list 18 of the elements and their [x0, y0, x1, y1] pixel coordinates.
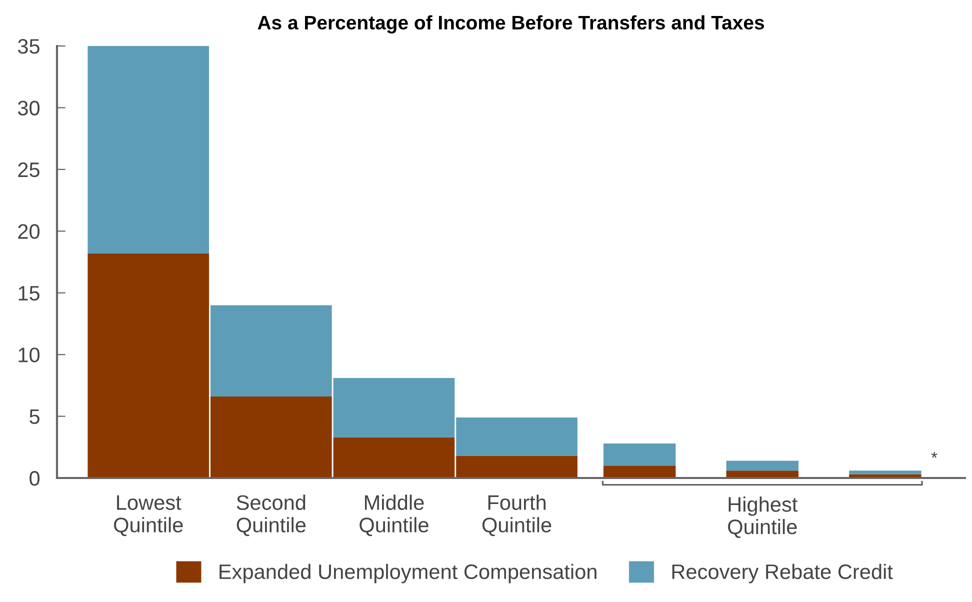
y-tick-label: 30	[18, 100, 40, 116]
bar	[88, 46, 210, 254]
x-tick-label: Fourth Quintile	[482, 494, 552, 536]
text: Highest Quintile	[728, 496, 798, 538]
y-tick-label: 20	[18, 224, 40, 239]
legend-label: Recovery Rebate Credit	[672, 564, 893, 584]
legend-label: Expanded Unemployment Compensation	[220, 564, 596, 584]
x-tick-label: Lowest Quintile	[114, 495, 183, 536]
y-tick-label: 5	[30, 410, 40, 424]
y-tick-label: 15	[18, 286, 40, 301]
x-tick-label: Second Quintile	[236, 494, 306, 536]
chart-title: As a Percentage of Income Before Transfers and Taxes	[258, 15, 764, 34]
y-tick-label: 10	[18, 348, 40, 362]
annotation: *	[931, 452, 938, 458]
y-tick-label: 0	[30, 471, 40, 486]
y-tick-label: 25	[18, 162, 40, 178]
x-tick-label: Middle Quintile	[360, 494, 428, 536]
y-tick-label: 35	[18, 39, 40, 54]
